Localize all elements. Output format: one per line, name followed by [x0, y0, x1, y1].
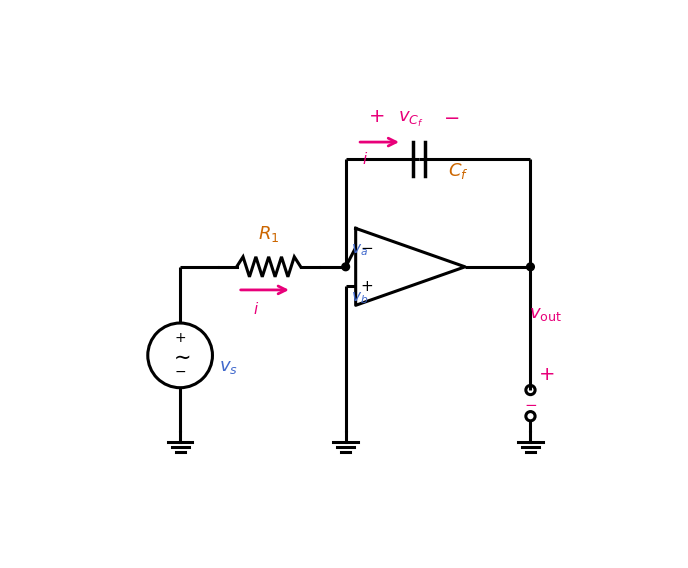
Text: $i$: $i$	[362, 151, 368, 168]
Text: $v_a$: $v_a$	[351, 242, 368, 257]
Text: $+$: $+$	[360, 278, 373, 294]
Text: $+$: $+$	[174, 332, 186, 345]
Text: $v_{\rm out}$: $v_{\rm out}$	[529, 306, 562, 323]
Text: $C_f$: $C_f$	[448, 161, 469, 181]
Text: $v_b$: $v_b$	[351, 290, 368, 306]
Text: $-$: $-$	[524, 396, 537, 411]
Circle shape	[526, 263, 535, 271]
Text: $v_s$: $v_s$	[219, 358, 237, 376]
Text: $i$: $i$	[252, 300, 259, 317]
Text: $-$: $-$	[443, 107, 460, 126]
Text: $+$: $+$	[538, 365, 554, 384]
Text: $\sim$: $\sim$	[169, 347, 191, 367]
Circle shape	[342, 263, 350, 271]
Text: $v_{C_f}$: $v_{C_f}$	[398, 110, 424, 128]
Text: $R_1$: $R_1$	[258, 224, 279, 244]
Text: $-$: $-$	[174, 364, 186, 378]
Text: $-$: $-$	[360, 239, 373, 253]
Text: $+$: $+$	[368, 107, 385, 126]
